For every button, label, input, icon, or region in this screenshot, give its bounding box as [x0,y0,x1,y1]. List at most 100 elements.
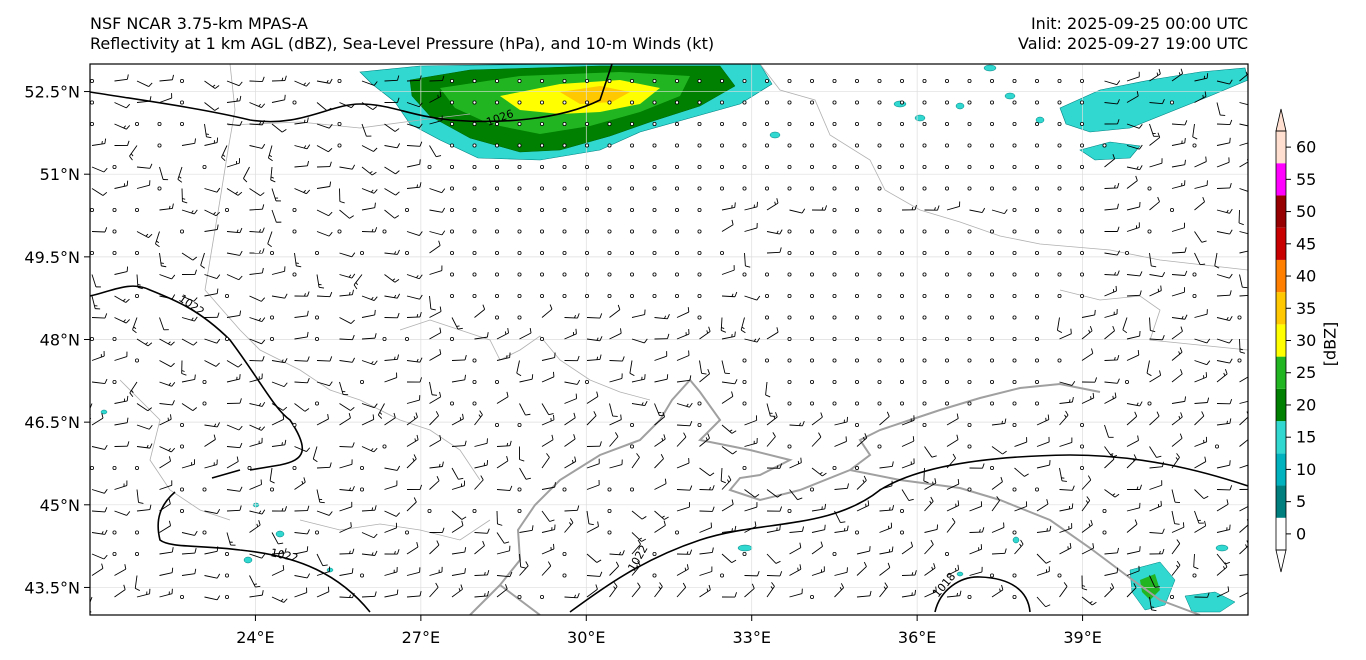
calm-wind-marker [832,143,837,148]
wind-barb [744,489,760,498]
wind-barb [834,436,847,447]
calm-wind-marker [990,336,995,341]
wind-barb [609,328,622,340]
wind-barb [159,381,176,387]
wind-barb [496,485,513,491]
calm-wind-marker [1192,272,1197,277]
wind-barb [766,229,783,235]
wind-barb [924,539,934,555]
calm-wind-marker [449,186,454,191]
wind-barb [519,327,532,340]
wind-barb [429,475,440,490]
calm-wind-marker [427,508,432,513]
wind-barb [811,432,822,447]
calm-wind-marker [562,79,567,84]
colorbar-tick-label: 30 [1296,331,1316,350]
calm-wind-marker [630,272,635,277]
wind-barb [676,402,693,408]
wind-barb [91,507,108,513]
calm-wind-marker [787,122,792,127]
calm-wind-marker [1012,186,1017,191]
wind-barb [249,575,261,588]
wind-barb [1194,489,1209,500]
calm-wind-marker [922,122,927,127]
calm-wind-marker [990,293,995,298]
calm-wind-marker [1035,315,1040,320]
wind-barb [384,75,400,82]
colorbar-tick-label: 0 [1296,524,1306,543]
calm-wind-marker [720,122,725,127]
calm-wind-marker [1012,250,1017,255]
wind-barb [1126,565,1140,576]
calm-wind-marker [990,250,995,255]
calm-wind-marker [922,358,927,363]
wind-barb [541,414,555,426]
wind-barb [114,395,129,404]
calm-wind-marker [292,272,297,277]
wind-barb [1149,411,1160,426]
wind-barb [384,274,400,283]
calm-wind-marker [652,143,657,148]
calm-wind-marker [675,229,680,234]
calm-wind-marker [517,272,522,277]
wind-barb [316,489,325,504]
wind-barb [1081,309,1096,318]
wind-barb [361,123,372,137]
calm-wind-marker [157,122,162,127]
calm-wind-marker [472,293,477,298]
reflectivity-area [560,86,630,104]
wind-barb [294,160,310,168]
wind-barb [339,252,356,258]
wind-barb [879,522,893,533]
wind-barb [316,381,333,387]
wind-barb [564,328,577,340]
calm-wind-marker [1102,508,1107,513]
wind-barb [766,432,776,447]
wind-barb [294,573,311,579]
wind-barb [339,501,353,512]
wind-barb [1216,338,1233,344]
wind-barb [901,570,917,576]
colorbar-tick-label: 20 [1296,395,1316,414]
calm-wind-marker [810,164,815,169]
calm-wind-marker [900,229,905,234]
wind-barb [406,412,418,426]
wind-barb [406,231,423,236]
wind-barb [406,497,417,512]
wind-barb [1104,285,1117,297]
wind-barb [136,403,153,412]
calm-wind-marker [540,122,545,127]
wind-barb [631,561,641,576]
wind-barb [924,524,938,533]
calm-wind-marker [472,229,477,234]
calm-wind-marker [585,143,590,148]
wind-barb [474,332,489,340]
colorbar-tick-label: 10 [1296,460,1316,479]
wind-barb [901,458,915,469]
wind-barb [226,310,242,318]
wind-barb [226,95,242,103]
wind-barb [721,202,736,211]
calm-wind-marker [202,401,207,406]
wind-barb [249,373,263,383]
calm-wind-marker [900,100,905,105]
wind-barb [429,461,444,469]
wind-barb [856,590,872,598]
wind-barb [361,80,378,86]
calm-wind-marker [967,315,972,320]
calm-wind-marker [990,164,995,169]
calm-wind-marker [494,422,499,427]
wind-barb [136,96,152,103]
wind-barb [451,317,463,330]
wind-barb [384,209,400,219]
wind-barb [339,522,352,533]
wind-barb [294,356,310,362]
wind-barb [226,250,243,256]
wind-barb [1239,274,1248,289]
wind-barb [1216,316,1233,321]
calm-wind-marker [990,272,995,277]
calm-wind-marker [810,293,815,298]
calm-wind-marker [630,143,635,148]
calm-wind-marker [1080,422,1085,427]
wind-barb [1149,98,1165,105]
